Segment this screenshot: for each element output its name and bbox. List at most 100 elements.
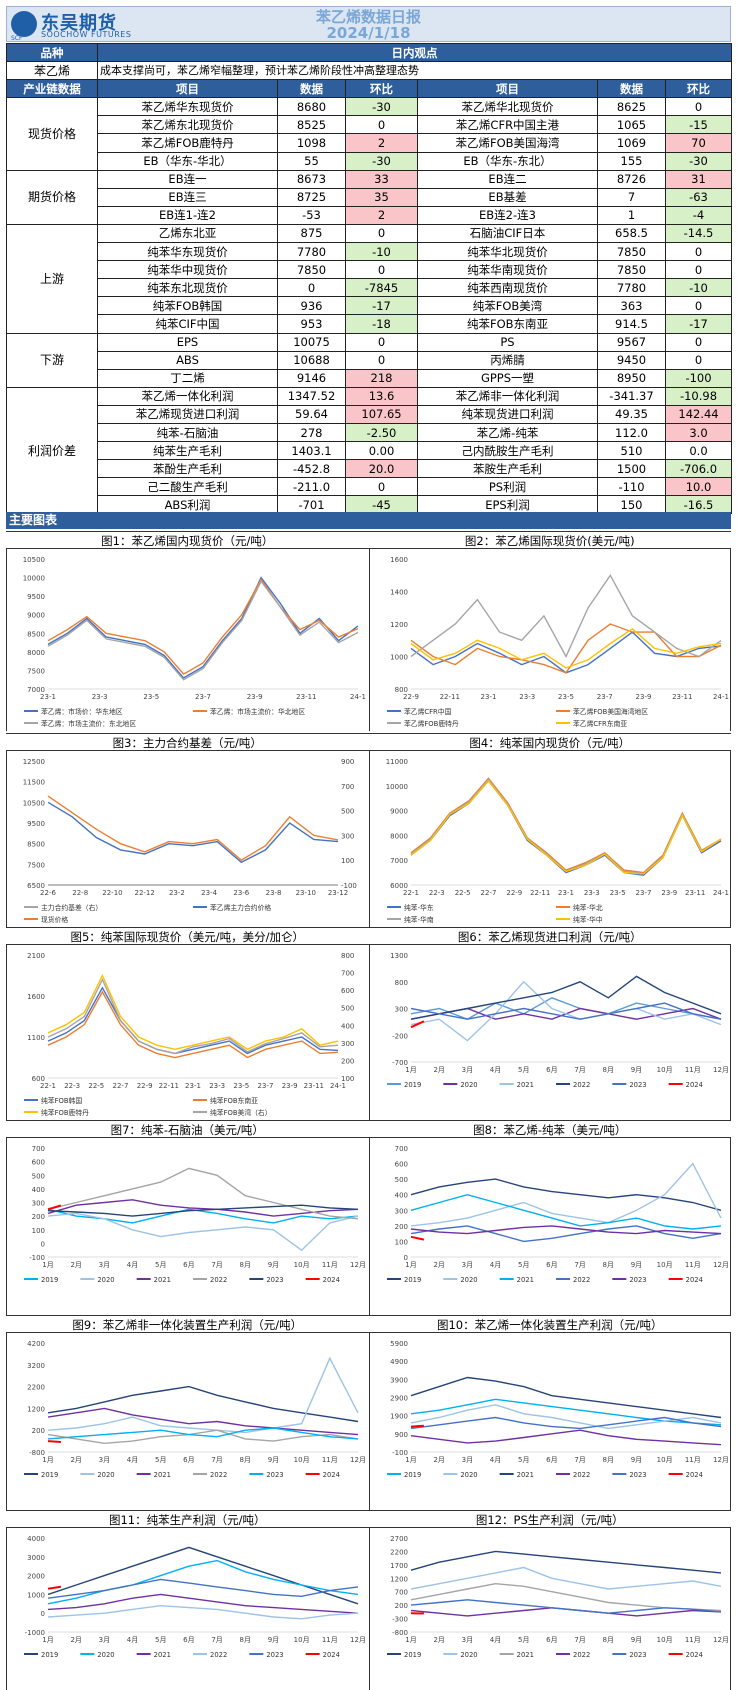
legend-label: 2020 bbox=[460, 1276, 477, 1284]
legend-label: 2019 bbox=[41, 1276, 58, 1284]
x-tick-label: 23-3 bbox=[584, 889, 600, 897]
x-tick-label: 11月 bbox=[685, 1261, 701, 1269]
legend-label: 2021 bbox=[154, 1651, 171, 1659]
series-line bbox=[411, 1584, 721, 1611]
x-tick-label: 9月 bbox=[631, 1261, 642, 1269]
x-tick-label: 4月 bbox=[127, 1636, 138, 1644]
x-tick-label: 23-3 bbox=[519, 693, 535, 701]
item-right: PS bbox=[418, 333, 598, 351]
value-left: 1347.52 bbox=[278, 387, 346, 405]
x-tick-label: 2月 bbox=[433, 1456, 444, 1464]
y-tick-label: 3000 bbox=[27, 1554, 45, 1562]
x-tick-label: 8月 bbox=[240, 1456, 251, 1464]
item-right: 苯乙烯非一体化利润 bbox=[418, 387, 598, 405]
y-tick-label: 1200 bbox=[390, 1575, 408, 1583]
change-right: -63 bbox=[666, 188, 732, 206]
section-label: 现货价格 bbox=[7, 98, 98, 170]
item-left: EB连一 bbox=[98, 170, 278, 188]
item-left: 纯苯华中现货价 bbox=[98, 261, 278, 279]
summary-col1: 品种 bbox=[7, 44, 98, 62]
change-left: 218 bbox=[346, 369, 418, 387]
x-tick-label: 22-3 bbox=[429, 889, 445, 897]
x-tick-label: 23-8 bbox=[266, 889, 282, 897]
change-right: 0 bbox=[666, 351, 732, 369]
x-tick-label: 9月 bbox=[268, 1636, 279, 1644]
change-right: 0.0 bbox=[666, 442, 732, 460]
chart-title: 图11：纯苯生产利润（元/吨） bbox=[6, 1511, 369, 1529]
y-tick-label: 500 bbox=[32, 1172, 45, 1180]
x-tick-label: 10月 bbox=[657, 1066, 673, 1074]
y-tick-label: 1300 bbox=[390, 952, 408, 960]
summary-name: 苯乙烯 bbox=[7, 62, 98, 80]
x-tick-label: 23-12 bbox=[328, 889, 348, 897]
item-left: EB连1-连2 bbox=[98, 206, 278, 224]
y-tick-label: 8500 bbox=[27, 630, 45, 638]
legend-label: 2022 bbox=[573, 1276, 590, 1284]
series-line bbox=[411, 780, 721, 874]
value-right: 363 bbox=[598, 297, 666, 315]
series-line bbox=[411, 1378, 721, 1418]
series-line bbox=[411, 1551, 721, 1573]
item-right: 苯乙烯CFR中国主港 bbox=[418, 116, 598, 134]
x-tick-label: 5月 bbox=[155, 1636, 166, 1644]
value-left: 9146 bbox=[278, 369, 346, 387]
y-tick-label: 600 bbox=[32, 1159, 45, 1167]
value-left: 8673 bbox=[278, 170, 346, 188]
x-tick-label: 12月 bbox=[713, 1066, 729, 1074]
legend-label: 2023 bbox=[266, 1471, 283, 1479]
legend-label: 现货价格 bbox=[41, 915, 68, 924]
chart-title: 图2：苯乙烯国际现货价(美元/吨) bbox=[369, 532, 732, 550]
change-right: -30 bbox=[666, 152, 732, 170]
value-right: 8726 bbox=[598, 170, 666, 188]
y2-tick-label: 600 bbox=[341, 987, 354, 995]
series-line bbox=[48, 1387, 358, 1422]
legend-label: 2020 bbox=[460, 1471, 477, 1479]
y-tick-label: 200 bbox=[395, 1602, 408, 1610]
x-tick-label: 2月 bbox=[70, 1456, 81, 1464]
x-tick-label: 22-5 bbox=[88, 1082, 104, 1090]
x-tick-label: 9月 bbox=[631, 1066, 642, 1074]
y-tick-label: 100 bbox=[32, 1227, 45, 1235]
y-tick-label: 600 bbox=[395, 1161, 408, 1169]
x-tick-label: 12月 bbox=[713, 1636, 729, 1644]
y-tick-label: 1200 bbox=[390, 621, 408, 629]
item-right: 纯苯西南现货价 bbox=[418, 279, 598, 297]
y-tick-label: 8500 bbox=[27, 841, 45, 849]
section-label: 利润价差 bbox=[7, 387, 98, 514]
legend-label: 苯乙烯：市场主流价：华北地区 bbox=[210, 707, 305, 716]
change-right: 0 bbox=[666, 333, 732, 351]
x-tick-label: 23-7 bbox=[636, 889, 652, 897]
legend-label: 2024 bbox=[323, 1471, 340, 1479]
item-left: 纯苯-石脑油 bbox=[98, 423, 278, 441]
legend-label: 2022 bbox=[573, 1081, 590, 1089]
y-tick-label: 2000 bbox=[27, 1573, 45, 1581]
change-left: 13.6 bbox=[346, 387, 418, 405]
x-tick-label: 10月 bbox=[657, 1456, 673, 1464]
y-tick-label: 300 bbox=[395, 1006, 408, 1014]
change-left: 107.65 bbox=[346, 405, 418, 423]
legend-label: 2020 bbox=[460, 1651, 477, 1659]
legend-label: 2023 bbox=[266, 1276, 283, 1284]
x-tick-label: 9月 bbox=[268, 1456, 279, 1464]
x-tick-label: 23-5 bbox=[558, 693, 574, 701]
change-right: 0 bbox=[666, 243, 732, 261]
y2-tick-label: 900 bbox=[341, 758, 354, 766]
x-tick-label: 23-9 bbox=[636, 693, 652, 701]
y-tick-label: 3900 bbox=[390, 1376, 408, 1384]
x-tick-label: 23-4 bbox=[201, 889, 217, 897]
change-right: 10.0 bbox=[666, 478, 732, 496]
value-right: 155 bbox=[598, 152, 666, 170]
item-left: ABS bbox=[98, 351, 278, 369]
chart-3: 1250011500105009500850075006500900700500… bbox=[9, 751, 369, 927]
x-tick-label: 9月 bbox=[268, 1261, 279, 1269]
